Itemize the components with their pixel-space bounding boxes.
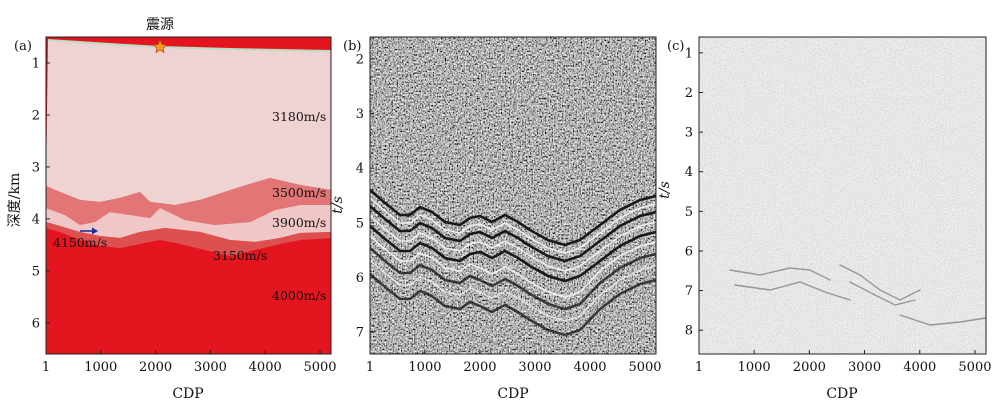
x-tick-label: 5000 bbox=[628, 360, 661, 375]
x-axis-title-b: CDP bbox=[497, 386, 528, 402]
reflector-line bbox=[729, 267, 831, 281]
layer-3900 bbox=[46, 205, 331, 242]
ticks-c: 1 1000 2000 3000 4000 5000 1 2 3 4 5 6 7 8 bbox=[685, 46, 992, 375]
velocity-label-3500: 3500m/s bbox=[272, 185, 326, 200]
y-axis-title-c: t/s bbox=[657, 181, 673, 199]
panel-c: (c) t/s CDP 1 1000 2000 3000 4000 5000 1 2 3 4 5 6 7… bbox=[657, 36, 992, 402]
y-tick-label: 5 bbox=[685, 205, 693, 220]
y-axis-title-b: t/s bbox=[330, 196, 346, 214]
x-tick-label: 1 bbox=[366, 360, 374, 375]
x-tick-label: 2000 bbox=[793, 360, 826, 375]
x-tick-label: 1000 bbox=[408, 360, 441, 375]
seismic-section-image-b bbox=[370, 37, 656, 354]
y-tick-label: 4 bbox=[356, 162, 364, 177]
y-tick-label: 3 bbox=[32, 160, 40, 175]
x-axis-title-a: CDP bbox=[172, 386, 203, 402]
reflector-line bbox=[370, 224, 656, 283]
x-tick-label: 2000 bbox=[139, 360, 172, 375]
velocity-label-4000: 4000m/s bbox=[272, 288, 326, 303]
y-tick-label: 8 bbox=[685, 324, 693, 339]
reflector-line bbox=[370, 204, 656, 263]
reflectors-c bbox=[729, 264, 986, 326]
panel-a: 3180m/s 3500m/s 3900m/s 4150m/s 3150m/s … bbox=[7, 17, 337, 402]
reflector-line bbox=[899, 314, 986, 326]
velocity-label-3180: 3180m/s bbox=[272, 109, 326, 124]
x-tick-label: 3000 bbox=[848, 360, 881, 375]
x-tick-label: 1000 bbox=[738, 360, 771, 375]
panel-b: (b) t/s CDP 1 1000 2000 3000 4000 5000 2 3 4 5 6 7 bbox=[330, 36, 662, 402]
reflector-line bbox=[370, 272, 656, 337]
y-tick-label: 3 bbox=[356, 107, 364, 122]
x-tick-label: 5000 bbox=[958, 360, 991, 375]
x-tick-label: 4000 bbox=[573, 360, 606, 375]
y-tick-label: 1 bbox=[32, 56, 40, 71]
y-tick-label: 4 bbox=[32, 212, 40, 227]
x-tick-label: 1000 bbox=[84, 360, 117, 375]
velocity-model-image bbox=[46, 37, 331, 354]
y-tick-label: 6 bbox=[356, 271, 364, 286]
panel-letter-b: (b) bbox=[343, 39, 361, 54]
source-star-icon bbox=[152, 39, 168, 54]
panel-letter-a: (a) bbox=[14, 39, 32, 54]
y-tick-label: 2 bbox=[356, 52, 364, 67]
reflector-line bbox=[370, 259, 656, 322]
reflector-line bbox=[370, 235, 656, 298]
layer-4150 bbox=[46, 222, 331, 256]
layer-3180 bbox=[46, 40, 331, 205]
reflector-line bbox=[839, 264, 921, 301]
y-tick-label: 7 bbox=[356, 326, 364, 341]
reflector-line bbox=[370, 215, 656, 272]
velocity-label-3150: 3150m/s bbox=[213, 248, 267, 263]
y-tick-label: 3 bbox=[685, 126, 693, 141]
y-tick-label: 5 bbox=[32, 264, 40, 279]
x-tick-label: 3000 bbox=[518, 360, 551, 375]
reflector-line bbox=[370, 197, 656, 254]
velocity-label-4150: 4150m/s bbox=[53, 235, 107, 250]
x-axis-title-c: CDP bbox=[826, 386, 857, 402]
x-tick-label: 4000 bbox=[249, 360, 282, 375]
layer-3500 bbox=[46, 178, 331, 225]
seismic-section-image-c bbox=[699, 37, 986, 354]
reflector-line bbox=[849, 281, 916, 306]
y-tick-label: 5 bbox=[356, 216, 364, 231]
panel-letter-c: (c) bbox=[667, 39, 684, 54]
ticks-b: 1 1000 2000 3000 4000 5000 2 3 4 5 6 7 bbox=[356, 52, 662, 375]
y-tick-label: 2 bbox=[32, 108, 40, 123]
y-tick-label: 1 bbox=[685, 46, 693, 61]
y-tick-label: 6 bbox=[32, 316, 40, 331]
y-tick-label: 2 bbox=[685, 86, 693, 101]
y-tick-label: 6 bbox=[685, 244, 693, 259]
ticks-a: 1 1000 2000 3000 4000 5000 1 2 3 4 5 6 bbox=[32, 56, 337, 375]
x-tick-label: 2000 bbox=[463, 360, 496, 375]
x-tick-label: 1 bbox=[695, 360, 703, 375]
arrow-icon bbox=[80, 227, 98, 235]
x-tick-label: 4000 bbox=[903, 360, 936, 375]
y-tick-label: 7 bbox=[685, 284, 693, 299]
reflector-line bbox=[370, 188, 656, 247]
velocity-label-3900: 3900m/s bbox=[272, 215, 326, 230]
y-axis-title-a: 深度/km bbox=[7, 173, 23, 227]
x-tick-label: 1 bbox=[42, 360, 50, 375]
x-tick-label: 3000 bbox=[194, 360, 227, 375]
x-tick-label: 5000 bbox=[303, 360, 336, 375]
reflector-line bbox=[734, 281, 851, 301]
reflector-line bbox=[370, 246, 656, 311]
source-label: 震源 bbox=[146, 17, 174, 33]
reflectors-b bbox=[370, 188, 656, 337]
y-tick-label: 4 bbox=[685, 165, 693, 180]
